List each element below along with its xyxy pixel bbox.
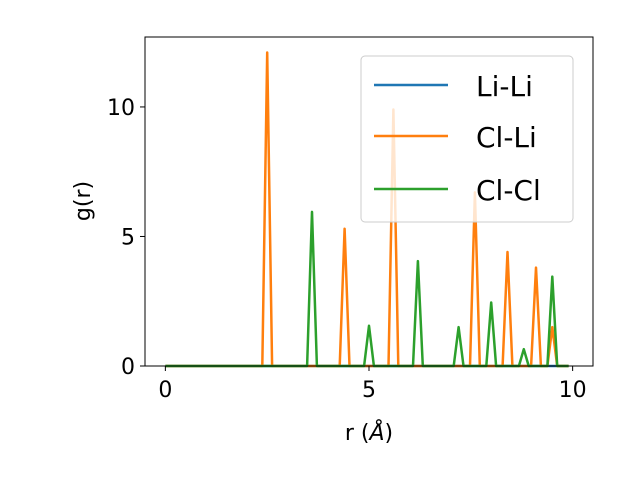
x-axis-label-text: r ( <box>345 421 370 446</box>
legend-label-cl-li: Cl-Li <box>476 121 537 154</box>
x-tick-label: 5 <box>362 378 376 403</box>
y-axis: 0 5 10 <box>107 96 145 380</box>
x-tick-label: 10 <box>559 378 587 403</box>
y-axis-label: g(r) <box>71 181 96 221</box>
y-tick-label: 10 <box>107 96 135 121</box>
legend-label-cl-cl: Cl-Cl <box>476 174 541 207</box>
legend-box <box>360 55 574 223</box>
x-axis-label-close: ) <box>385 421 394 446</box>
legend: Li-Li Cl-Li Cl-Cl <box>360 55 574 223</box>
x-axis-label-unit: Å <box>367 419 384 446</box>
y-tick-label: 5 <box>121 225 135 250</box>
x-axis-label: r (Å) <box>345 419 393 446</box>
legend-label-li-li: Li-Li <box>476 70 533 103</box>
x-tick-label: 0 <box>158 378 172 403</box>
x-axis: 0 5 10 <box>158 366 587 403</box>
y-tick-label: 0 <box>121 355 135 380</box>
